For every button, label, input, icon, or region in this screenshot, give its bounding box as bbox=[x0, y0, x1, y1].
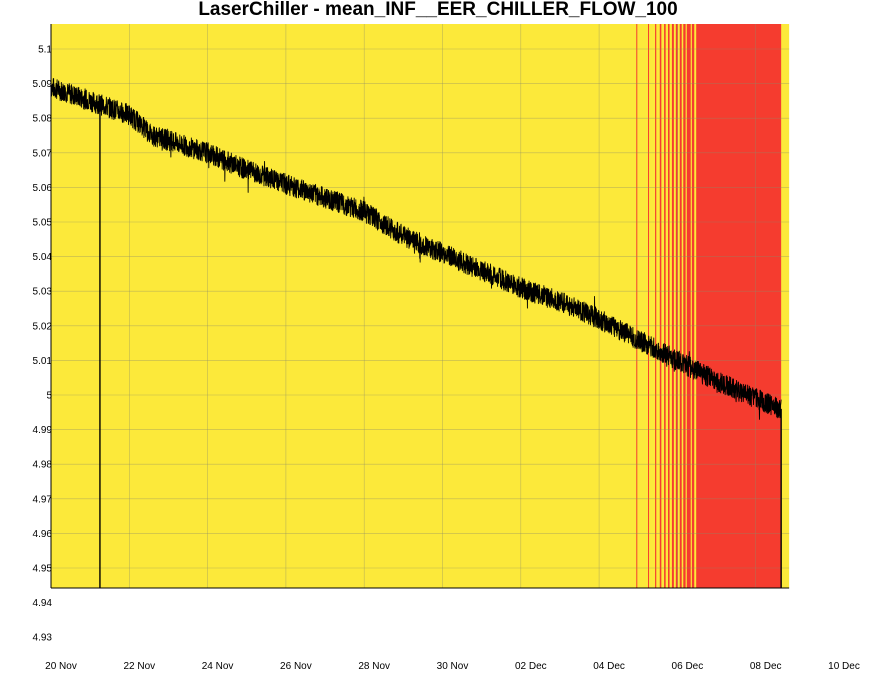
alarm-band-3 bbox=[659, 24, 662, 588]
y-tick-label-3: 4.96 bbox=[33, 529, 53, 540]
x-tick-label-3: 26 Nov bbox=[280, 661, 312, 672]
alarm-band-7 bbox=[675, 24, 678, 588]
y-tick-label-7: 5 bbox=[46, 391, 52, 402]
y-tick-label-0: 4.93 bbox=[33, 633, 53, 644]
y-tick-label-9: 5.02 bbox=[33, 321, 53, 332]
y-tick-label-5: 4.98 bbox=[33, 460, 53, 471]
y-tick-label-16: 5.09 bbox=[33, 79, 53, 90]
x-tick-label-4: 28 Nov bbox=[358, 661, 390, 672]
x-tick-label-9: 08 Dec bbox=[750, 661, 782, 672]
series-layer bbox=[50, 78, 782, 588]
y-tick-label-17: 5.1 bbox=[38, 45, 52, 56]
y-tick-label-13: 5.06 bbox=[33, 183, 53, 194]
alarm-band-10 bbox=[686, 24, 691, 588]
y-tick-label-14: 5.07 bbox=[33, 148, 53, 159]
x-tick-label-5: 30 Nov bbox=[437, 661, 469, 672]
alarm-band-5 bbox=[668, 24, 670, 588]
alarm-band-11 bbox=[691, 24, 695, 588]
x-tick-label-6: 02 Dec bbox=[515, 661, 547, 672]
series-line bbox=[50, 78, 782, 420]
y-tick-label-12: 5.05 bbox=[33, 218, 53, 229]
y-tick-label-10: 5.03 bbox=[33, 287, 53, 298]
x-tick-label-2: 24 Nov bbox=[202, 661, 234, 672]
alarm-band-1 bbox=[648, 24, 650, 588]
alarm-band-0 bbox=[636, 24, 638, 588]
x-tick-label-7: 04 Dec bbox=[593, 661, 625, 672]
alarm-band-6 bbox=[671, 24, 674, 588]
y-tick-label-6: 4.99 bbox=[33, 425, 53, 436]
x-tick-label-0: 20 Nov bbox=[45, 661, 77, 672]
alarm-band-12 bbox=[696, 24, 782, 588]
alarm-band-4 bbox=[664, 24, 666, 588]
alarm-band-9 bbox=[683, 24, 686, 588]
y-tick-label-4: 4.97 bbox=[33, 494, 53, 505]
chart-title: LaserChiller - mean_INF__EER_CHILLER_FLO… bbox=[198, 0, 677, 20]
x-tick-label-10: 10 Dec bbox=[828, 661, 860, 672]
plot-area bbox=[51, 24, 790, 588]
axes: 4.93 4.94 4.95 4.96 4.97 4.98 4.99 5 5.01 5.02 5.0… bbox=[33, 24, 860, 672]
alarm-band-2 bbox=[655, 24, 657, 588]
alarm-band-8 bbox=[679, 24, 682, 588]
y-tick-label-11: 5.04 bbox=[33, 252, 53, 263]
y-tick-label-8: 5.01 bbox=[33, 356, 53, 367]
x-tick-label-1: 22 Nov bbox=[123, 661, 155, 672]
plot-background bbox=[51, 24, 790, 588]
y-tick-label-15: 5.08 bbox=[33, 114, 53, 125]
y-tick-label-1: 4.94 bbox=[33, 598, 53, 609]
y-tick-label-2: 4.95 bbox=[33, 564, 53, 575]
x-tick-label-8: 06 Dec bbox=[672, 661, 704, 672]
